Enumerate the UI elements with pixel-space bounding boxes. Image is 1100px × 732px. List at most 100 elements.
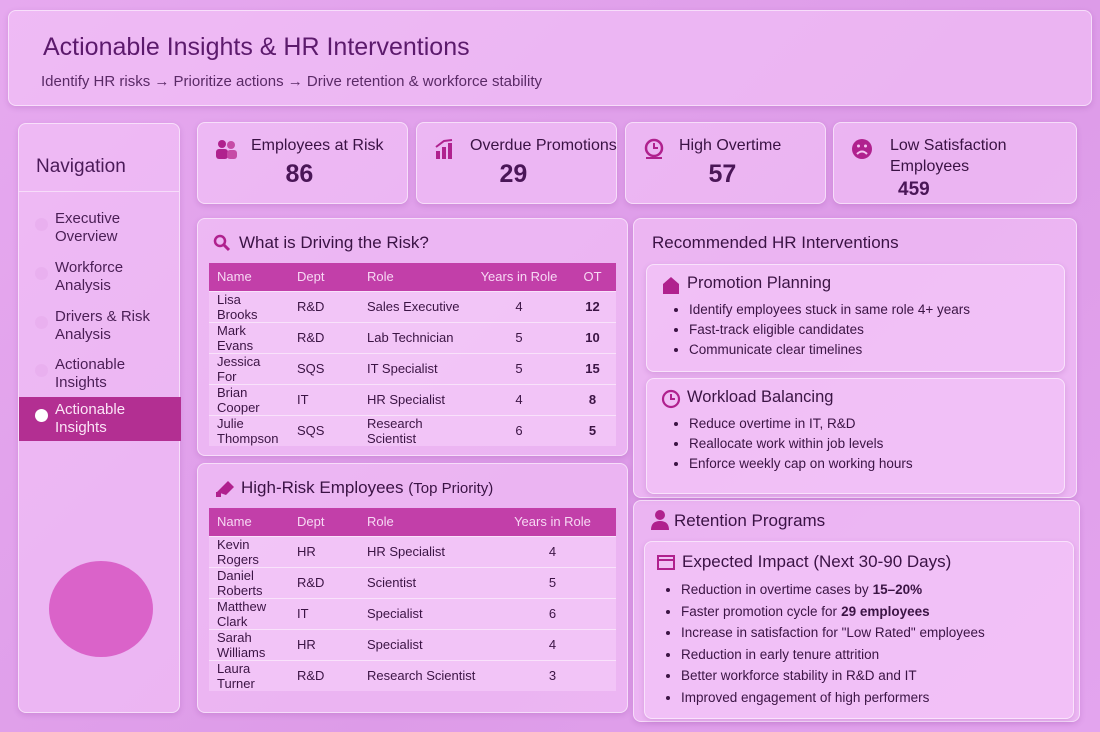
retention-panel: Retention Programs Expected Impact (Next… xyxy=(633,500,1080,722)
table-cell: 4 xyxy=(469,383,569,415)
impact-title: Expected Impact (Next 30-90 Days) xyxy=(682,552,952,571)
table-cell: Matthew Clark xyxy=(209,597,289,629)
nav-dot xyxy=(35,316,48,329)
table-cell: 5 xyxy=(469,352,569,384)
impact-highlight: 15–20% xyxy=(872,582,923,597)
table-cell: Sarah Williams xyxy=(209,628,289,660)
table-cell: 5 xyxy=(469,321,569,353)
table-row: Jessica For SQS IT Specialist 5 15 xyxy=(209,352,616,384)
table-cell: HR xyxy=(289,628,359,660)
table-cell: 8 xyxy=(569,383,616,415)
kpi-value: 57 xyxy=(708,160,737,188)
column-header: Role xyxy=(359,508,489,536)
nav-label: Workforce Analysis xyxy=(55,259,124,294)
card-icon xyxy=(663,277,679,294)
table-cell: R&D xyxy=(289,321,359,353)
table-cell: 12 xyxy=(569,290,616,322)
calendar-icon xyxy=(657,555,675,570)
table-cell: Daniel Roberts xyxy=(209,566,289,598)
nav-item[interactable]: Actionable Insights xyxy=(19,397,181,441)
table-row: Kevin Rogers HR HR Specialist 4 xyxy=(209,535,616,567)
kpi-card: High Overtime 57 xyxy=(625,122,826,204)
nav-title: Navigation xyxy=(36,156,126,177)
nav-item[interactable]: Workforce Analysis xyxy=(19,255,181,299)
table-row: Sarah Williams HR Specialist 4 xyxy=(209,628,616,660)
interventions-panel: Recommended HR Interventions Promotion P… xyxy=(633,218,1077,498)
table-cell: Sales Executive xyxy=(359,290,469,322)
panel-title: Recommended HR Interventions xyxy=(652,233,899,252)
nav-item[interactable]: Executive Overview xyxy=(19,206,181,250)
column-header: Dept xyxy=(289,263,359,291)
table-cell: HR xyxy=(289,535,359,567)
table-cell: Laura Turner xyxy=(209,659,289,691)
decoration xyxy=(49,561,153,657)
kpi-icon xyxy=(435,139,453,159)
table-cell: Jessica For xyxy=(209,352,289,384)
table-row: Daniel Roberts R&D Scientist 5 xyxy=(209,566,616,598)
panel-subtitle: (Top Priority) xyxy=(408,480,494,497)
table-cell: IT xyxy=(289,597,359,629)
impact-text: Better workforce stability in R&D and IT xyxy=(681,668,917,683)
column-header: Role xyxy=(359,263,469,291)
impact-text: Reduction in overtime cases by xyxy=(681,582,869,597)
table-cell: SQS xyxy=(289,352,359,384)
column-header: Years in Role xyxy=(489,508,616,536)
table-cell: 5 xyxy=(569,414,616,446)
table-cell: Research Scientist xyxy=(359,659,489,691)
nav-dot xyxy=(35,364,48,377)
kpi-label: Low Satisfaction Employees xyxy=(890,137,1007,175)
intervention-card: Promotion Planning Identify employees stu… xyxy=(646,264,1065,372)
alert-icon xyxy=(216,481,234,497)
impact-item: Improved engagement of high performers xyxy=(681,690,1069,705)
table-row: Julie Thompson SQS Research Scientist 6 5 xyxy=(209,414,616,446)
table-cell: 4 xyxy=(469,290,569,322)
table-cell: 15 xyxy=(569,352,616,384)
column-header: Name xyxy=(209,508,289,536)
card-title: Workload Balancing xyxy=(687,388,834,406)
header-row: Name Dept Role Years in Role OT xyxy=(209,263,616,291)
card-list: Reduce overtime in IT, R&D Reallocate wor… xyxy=(667,416,1057,476)
impact-highlight: 29 employees xyxy=(841,603,930,619)
table-cell: SQS xyxy=(289,414,359,446)
drivers-panel: What is Driving the Risk? Name Dept Role Ye… xyxy=(197,218,628,456)
kpi-icon xyxy=(216,140,237,159)
nav-item[interactable]: Actionable Insights xyxy=(19,352,181,396)
nav-item[interactable]: Drivers & Risk Analysis xyxy=(19,304,181,348)
kpi-value: 29 xyxy=(499,160,528,188)
nav-label: Drivers & Risk Analysis xyxy=(55,308,151,343)
nav-label: Actionable Insights xyxy=(55,401,126,436)
data-table: Name Dept Role Years in Role OT Lisa Brooks R&… xyxy=(209,263,616,446)
list-item: Enforce weekly cap on working hours xyxy=(689,456,1057,471)
card-icon xyxy=(661,389,681,409)
table-row: Matthew Clark IT Specialist 6 xyxy=(209,597,616,629)
kpi-card: Employees at Risk 86 xyxy=(197,122,408,204)
table-cell: Lisa Brooks xyxy=(209,290,289,322)
page-subtitle: Identify HR risks → Prioritize actions →… xyxy=(41,73,542,90)
kpi-label: Employees at Risk xyxy=(251,137,384,154)
intervention-card: Workload Balancing Reduce overtime in IT,… xyxy=(646,378,1065,494)
navigation: Navigation Executive Overview Workforce A… xyxy=(18,123,181,713)
divider xyxy=(19,191,179,192)
list-item: Identify employees stuck in same role 4+… xyxy=(689,302,1057,317)
kpi-value: 459 xyxy=(898,179,930,200)
impact-item: Reduction in early tenure attrition xyxy=(681,647,1069,662)
nav-dot xyxy=(35,218,48,231)
table-cell: Kevin Rogers xyxy=(209,535,289,567)
table-cell: 4 xyxy=(489,628,616,660)
kpi-card: Overdue Promotions 29 xyxy=(416,122,617,204)
table-cell: 3 xyxy=(489,659,616,691)
person-icon xyxy=(651,510,669,530)
card-list: Identify employees stuck in same role 4+… xyxy=(667,302,1057,362)
table-cell: IT Specialist xyxy=(359,352,469,384)
header: Actionable Insights & HR Interventions I… xyxy=(8,10,1092,106)
column-header: OT xyxy=(569,263,616,291)
kpi-card: Low Satisfaction Employees 459 xyxy=(833,122,1077,204)
table-cell: IT xyxy=(289,383,359,415)
table-cell: 6 xyxy=(469,414,569,446)
list-item: Reduce overtime in IT, R&D xyxy=(689,416,1057,431)
impact-card: Expected Impact (Next 30-90 Days) Reduct… xyxy=(644,541,1074,719)
impact-text: Reduction in early tenure attrition xyxy=(681,646,880,662)
table-cell: R&D xyxy=(289,290,359,322)
